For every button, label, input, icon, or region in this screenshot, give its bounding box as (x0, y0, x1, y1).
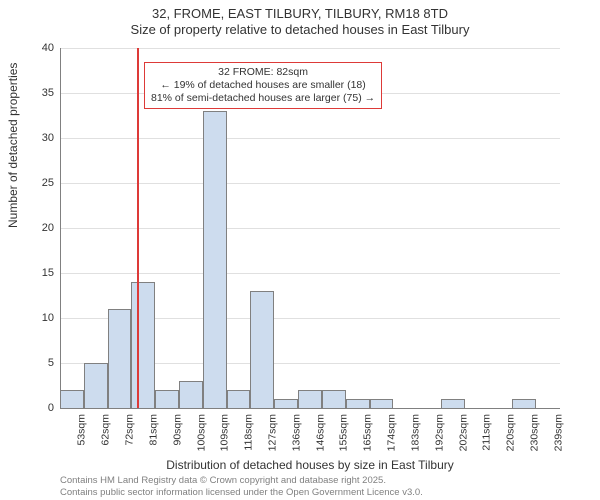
histogram-bar (179, 381, 203, 408)
y-axis-label: Number of detached properties (6, 63, 20, 228)
grid-line (60, 138, 560, 139)
marker-line (137, 48, 139, 408)
x-tick-label: 109sqm (219, 414, 231, 451)
histogram-bar (298, 390, 322, 408)
x-tick-label: 220sqm (504, 414, 516, 451)
grid-line (60, 273, 560, 274)
footer-line-2: Contains public sector information licen… (60, 487, 423, 498)
x-tick-label: 230sqm (528, 414, 540, 451)
y-tick-label: 5 (24, 357, 54, 369)
histogram-bar (84, 363, 108, 408)
callout-line: 32 FROME: 82sqm (151, 66, 375, 79)
histogram-bar (227, 390, 251, 408)
histogram-bar (322, 390, 346, 408)
y-axis-line (60, 48, 61, 408)
plot-area: 051015202530354053sqm62sqm72sqm81sqm90sq… (60, 48, 560, 408)
x-tick-label: 165sqm (362, 414, 374, 451)
x-tick-label: 202sqm (457, 414, 469, 451)
y-tick-label: 20 (24, 222, 54, 234)
footer-line-1: Contains HM Land Registry data © Crown c… (60, 475, 423, 486)
x-tick-label: 90sqm (171, 414, 183, 446)
x-tick-label: 53sqm (76, 414, 88, 446)
y-tick-label: 25 (24, 177, 54, 189)
x-tick-label: 118sqm (243, 414, 255, 451)
callout-line: ← 19% of detached houses are smaller (18… (151, 79, 375, 92)
x-tick-label: 81sqm (147, 414, 159, 446)
grid-line (60, 48, 560, 49)
callout-line: 81% of semi-detached houses are larger (… (151, 92, 375, 105)
histogram-bar (203, 111, 227, 408)
x-tick-label: 100sqm (195, 414, 207, 451)
x-tick-label: 146sqm (314, 414, 326, 451)
grid-line (60, 183, 560, 184)
histogram-bar (155, 390, 179, 408)
histogram-bar (370, 399, 394, 408)
y-tick-label: 15 (24, 267, 54, 279)
y-tick-label: 10 (24, 312, 54, 324)
x-tick-label: 127sqm (266, 414, 278, 451)
y-tick-label: 0 (24, 402, 54, 414)
x-axis-line (60, 408, 560, 409)
x-tick-label: 174sqm (385, 414, 397, 451)
x-tick-label: 239sqm (552, 414, 564, 451)
x-axis-label: Distribution of detached houses by size … (60, 458, 560, 472)
x-tick-label: 155sqm (338, 414, 350, 451)
x-tick-label: 72sqm (124, 414, 136, 446)
histogram-bar (274, 399, 298, 408)
histogram-bar (441, 399, 465, 408)
y-tick-label: 35 (24, 87, 54, 99)
y-tick-label: 40 (24, 42, 54, 54)
x-tick-label: 136sqm (290, 414, 302, 451)
chart-footer: Contains HM Land Registry data © Crown c… (60, 475, 423, 498)
x-tick-label: 183sqm (409, 414, 421, 451)
chart-title: 32, FROME, EAST TILBURY, TILBURY, RM18 8… (0, 6, 600, 39)
title-line-2: Size of property relative to detached ho… (0, 22, 600, 38)
x-tick-label: 62sqm (100, 414, 112, 446)
grid-line (60, 228, 560, 229)
histogram-bar (512, 399, 536, 408)
marker-callout: 32 FROME: 82sqm← 19% of detached houses … (144, 62, 382, 109)
histogram-bar (250, 291, 274, 408)
histogram-bar (346, 399, 370, 408)
histogram-bar (131, 282, 155, 408)
title-line-1: 32, FROME, EAST TILBURY, TILBURY, RM18 8… (0, 6, 600, 22)
histogram-bar (108, 309, 132, 408)
chart-container: 32, FROME, EAST TILBURY, TILBURY, RM18 8… (0, 0, 600, 500)
x-tick-label: 192sqm (433, 414, 445, 451)
x-tick-label: 211sqm (481, 414, 493, 451)
y-tick-label: 30 (24, 132, 54, 144)
histogram-bar (60, 390, 84, 408)
